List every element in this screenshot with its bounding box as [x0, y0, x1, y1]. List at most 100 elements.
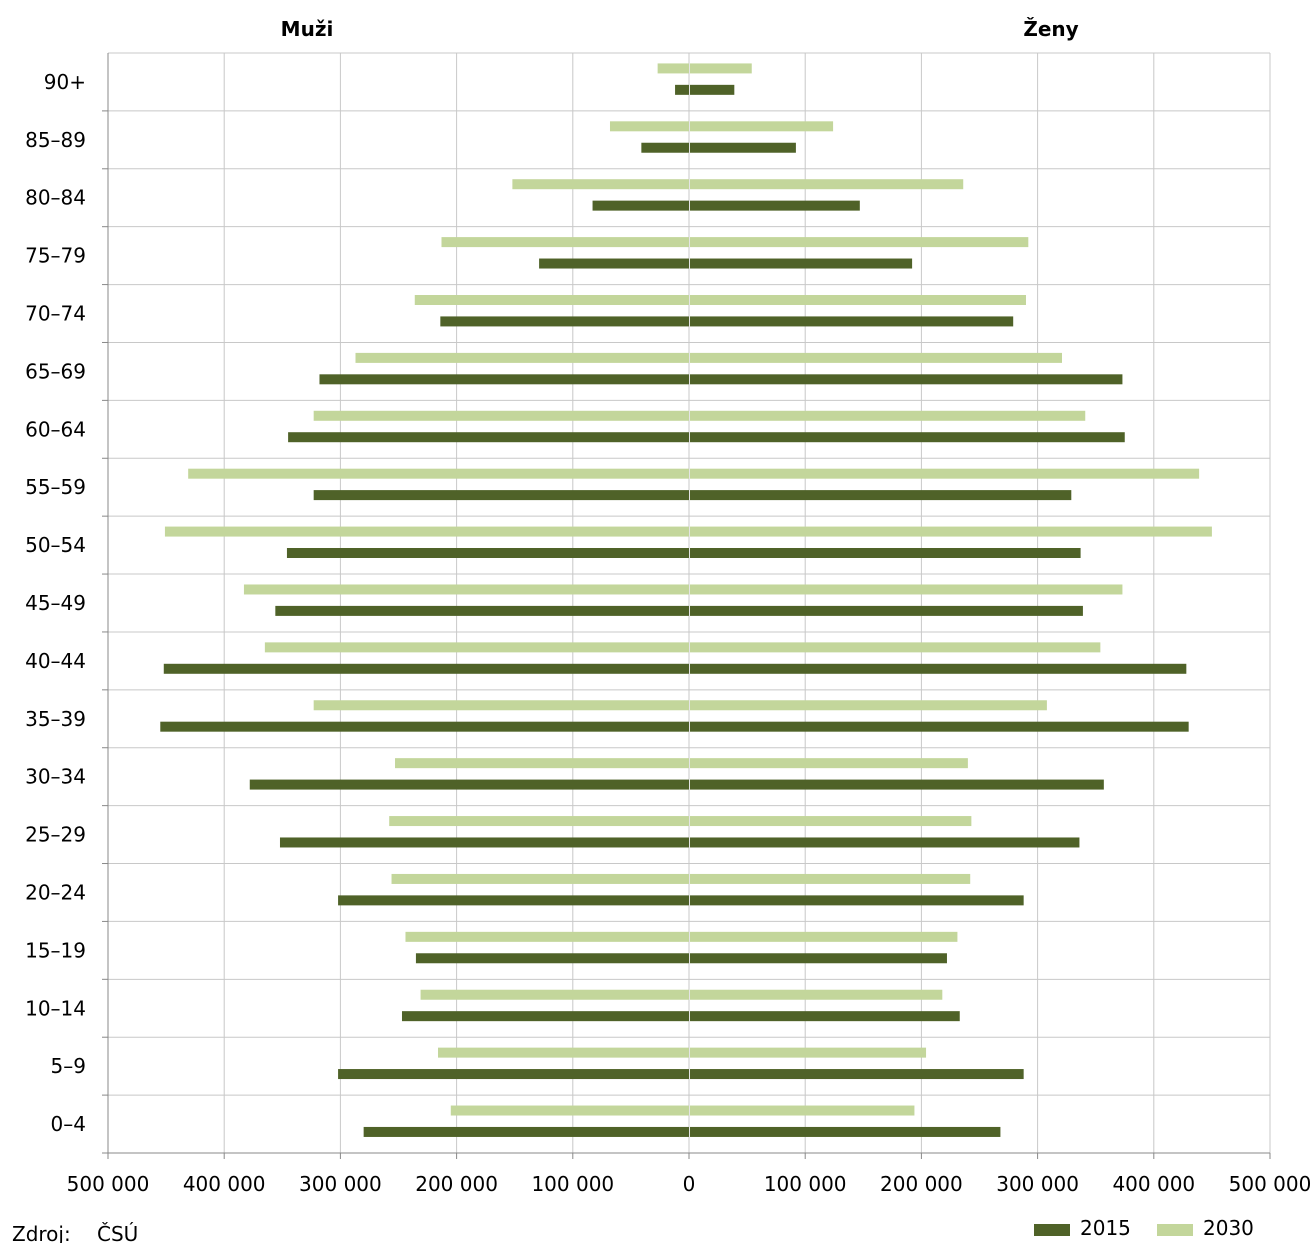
bar-2015-women-60–64	[690, 432, 1125, 443]
bar-2015-women-70–74	[690, 316, 1014, 327]
bar-2015-men-15–19	[415, 953, 689, 964]
bar-2030-women-65–69	[690, 352, 1063, 363]
bar-2030-women-70–74	[690, 295, 1026, 305]
y-tick-label: 80–84	[25, 186, 86, 210]
bar-2030-women-45–49	[690, 584, 1123, 595]
bar-2015-men-5–9	[338, 1069, 689, 1080]
bar-2030-women-20–24	[690, 873, 971, 884]
x-tick-label: 500 000	[67, 1172, 150, 1196]
bar-2030-men-40–44	[264, 642, 689, 653]
bar-2015-women-85–89	[690, 142, 796, 153]
y-tick-label: 55–59	[25, 475, 86, 499]
axis-layer: 0–4 5–9 10–14 15–19 20–24 25–29 30–34 35–39 40–4…	[25, 53, 1311, 1196]
bar-2015-women-50–54	[690, 548, 1081, 558]
y-tick-label: 45–49	[25, 591, 86, 615]
panel-title-women: Ženy	[1023, 17, 1078, 41]
bar-2015-women-90+	[690, 84, 735, 95]
bar-2015-men-55–59	[313, 490, 689, 501]
bar-2015-women-40–44	[690, 663, 1187, 674]
grid-layer	[107, 52, 1271, 1154]
bar-2030-women-5–9	[690, 1047, 927, 1058]
bar-2030-men-15–19	[405, 931, 689, 942]
bar-2015-men-20–24	[338, 895, 689, 906]
x-tick-label: 100 000	[764, 1172, 847, 1196]
bar-2030-men-5–9	[438, 1047, 689, 1058]
bar-2030-women-10–14	[690, 989, 943, 1000]
bar-2030-men-90+	[657, 63, 689, 74]
bar-2015-men-35–39	[160, 721, 690, 732]
y-tick-label: 65–69	[25, 359, 86, 383]
bar-2030-men-60–64	[313, 410, 689, 421]
bar-2015-men-75–79	[539, 258, 689, 269]
x-tick-label: 300 000	[299, 1172, 382, 1196]
bar-2030-women-25–29	[690, 816, 972, 827]
bar-2030-women-85–89	[690, 121, 834, 132]
x-tick-label: 0	[683, 1172, 696, 1196]
bar-2015-women-45–49	[690, 605, 1083, 616]
bar-2030-men-50–54	[164, 526, 690, 537]
legend-label-2030: 2030	[1203, 1216, 1254, 1240]
bar-2015-women-55–59	[690, 490, 1072, 501]
bars-layer	[160, 63, 1212, 1137]
bar-2015-men-0–4	[363, 1126, 689, 1137]
y-tick-label: 30–34	[25, 765, 86, 789]
bar-2015-women-75–79	[690, 258, 913, 269]
bar-2030-women-0–4	[690, 1105, 915, 1116]
bar-2015-men-30–34	[249, 779, 689, 790]
bar-2015-men-10–14	[401, 1011, 689, 1022]
x-tick-label: 400 000	[183, 1172, 266, 1196]
bar-2030-men-70–74	[414, 295, 689, 305]
bar-2030-women-75–79	[690, 237, 1029, 248]
y-tick-label: 75–79	[25, 244, 86, 268]
bar-2030-men-25–29	[389, 816, 689, 827]
y-tick-label: 10–14	[25, 996, 86, 1020]
y-tick-label: 40–44	[25, 649, 86, 673]
bar-2015-women-65–69	[690, 374, 1123, 385]
bar-2030-men-65–69	[355, 352, 689, 363]
bar-2015-men-45–49	[275, 605, 689, 616]
bar-2030-men-30–34	[395, 758, 689, 769]
bar-2015-men-50–54	[286, 548, 689, 558]
bar-2030-women-40–44	[690, 642, 1101, 653]
x-tick-label: 200 000	[880, 1172, 963, 1196]
source-label: Zdroj:	[12, 1222, 71, 1243]
bar-2015-women-15–19	[690, 953, 947, 964]
bar-2015-men-85–89	[641, 142, 689, 153]
x-tick-label: 400 000	[1112, 1172, 1195, 1196]
legend: 2015 2030	[1034, 1216, 1254, 1240]
bar-2030-men-35–39	[313, 700, 689, 711]
bar-2030-women-90+	[690, 63, 752, 74]
bar-2015-women-10–14	[690, 1011, 960, 1022]
x-tick-label: 200 000	[415, 1172, 498, 1196]
legend-swatch-2030	[1157, 1224, 1193, 1236]
x-tick-label: 500 000	[1229, 1172, 1312, 1196]
y-tick-label: 35–39	[25, 707, 86, 731]
bar-2030-men-10–14	[420, 989, 689, 1000]
bar-2015-men-80–84	[592, 200, 689, 211]
bar-2030-women-35–39	[690, 700, 1047, 711]
x-tick-label: 100 000	[531, 1172, 614, 1196]
y-tick-label: 50–54	[25, 533, 86, 557]
y-tick-label: 5–9	[51, 1054, 86, 1078]
y-tick-label: 25–29	[25, 823, 86, 847]
panel-title-men: Muži	[281, 17, 334, 41]
bar-2030-men-55–59	[188, 468, 690, 479]
bar-2030-men-20–24	[391, 873, 689, 884]
bar-2015-men-65–69	[319, 374, 689, 385]
y-tick-label: 90+	[44, 70, 86, 94]
bar-2015-men-70–74	[440, 316, 689, 327]
bar-2030-men-0–4	[450, 1105, 689, 1116]
y-tick-label: 85–89	[25, 128, 86, 152]
bar-2015-men-40–44	[163, 663, 689, 674]
bar-2015-men-90+	[675, 84, 689, 95]
bar-2030-men-75–79	[441, 237, 689, 248]
bar-2030-men-85–89	[609, 121, 689, 132]
bar-2015-women-80–84	[690, 200, 860, 211]
bar-2015-women-5–9	[690, 1069, 1024, 1080]
bar-2030-women-55–59	[690, 468, 1200, 479]
x-tick-label: 300 000	[996, 1172, 1079, 1196]
bar-2030-women-50–54	[690, 526, 1212, 537]
y-tick-label: 20–24	[25, 880, 86, 904]
bar-2015-women-35–39	[690, 721, 1189, 732]
